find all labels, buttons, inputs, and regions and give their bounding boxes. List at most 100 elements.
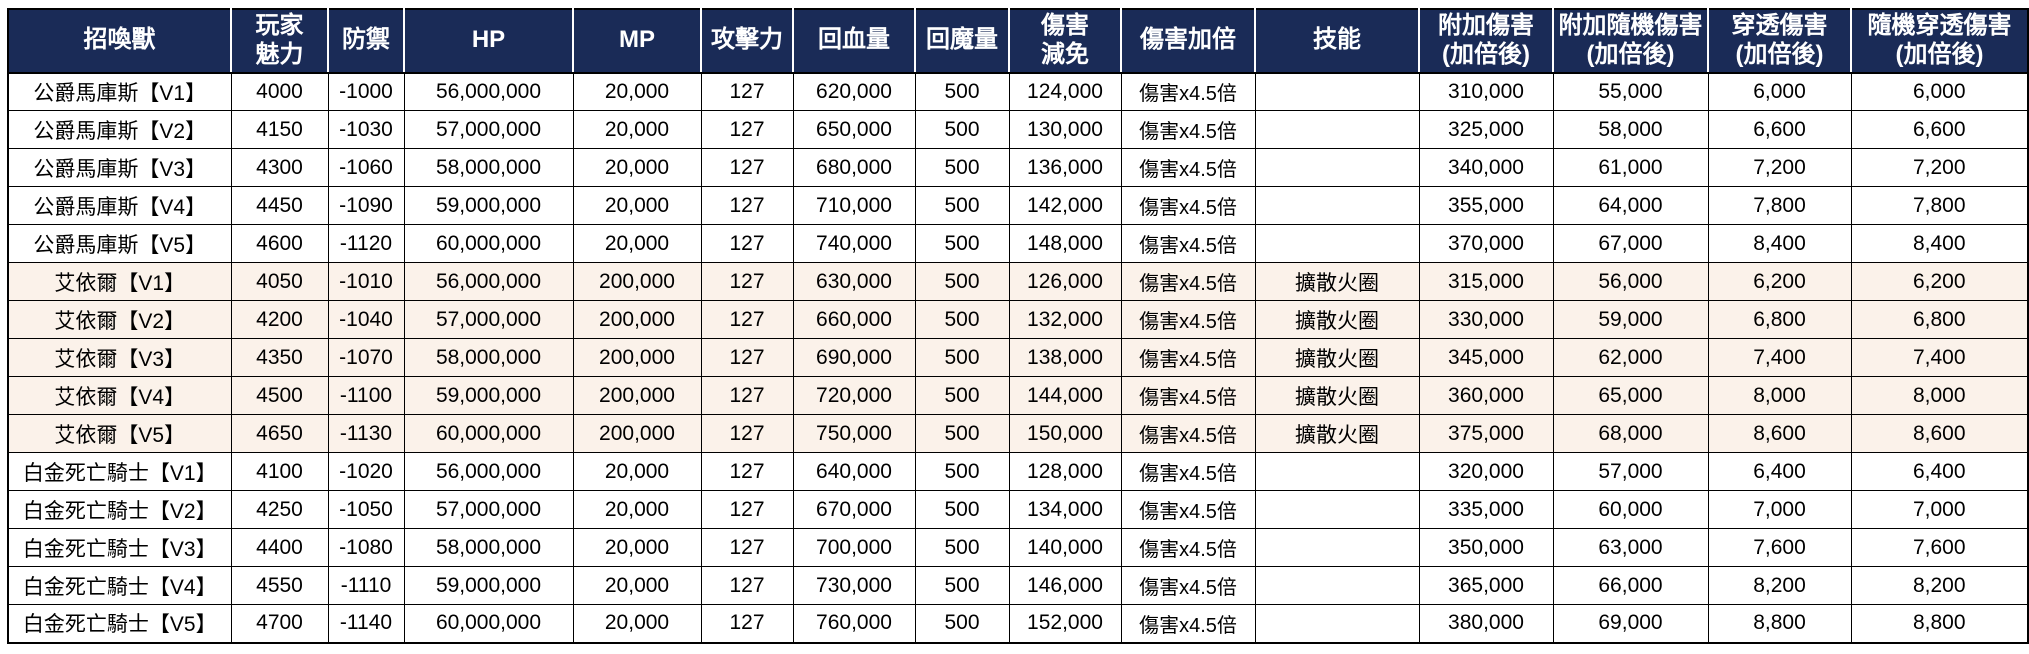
cell-attack: 127: [700, 338, 794, 378]
cell-damage_multiplier: 傷害x4.5倍: [1120, 604, 1256, 644]
cell-bonus_damage: 380,000: [1418, 604, 1554, 644]
cell-skill: [1254, 148, 1420, 188]
cell-random_pierce_damage: 6,200: [1850, 262, 2029, 302]
cell-name: 艾依爾【V1】: [7, 262, 232, 302]
cell-defense: -1060: [327, 148, 405, 188]
cell-hp: 60,000,000: [403, 604, 574, 644]
cell-mp: 20,000: [572, 604, 702, 644]
column-header-random_pierce_damage: 隨機穿透傷害 (加倍後): [1851, 9, 2029, 74]
cell-bonus_damage: 310,000: [1418, 72, 1554, 112]
cell-bonus_damage: 370,000: [1418, 224, 1554, 264]
cell-hp_recovery: 670,000: [792, 490, 916, 530]
cell-bonus_random_damage: 68,000: [1552, 414, 1709, 454]
cell-name: 艾依爾【V2】: [7, 300, 232, 340]
cell-bonus_damage: 365,000: [1418, 566, 1554, 606]
cell-name: 白金死亡騎士【V4】: [7, 566, 232, 606]
cell-damage_reduction: 148,000: [1008, 224, 1122, 264]
cell-hp_recovery: 650,000: [792, 110, 916, 150]
cell-pierce_damage: 8,600: [1707, 414, 1852, 454]
column-header-attack: 攻擊力: [701, 9, 794, 74]
cell-random_pierce_damage: 7,600: [1850, 528, 2029, 568]
cell-attack: 127: [700, 262, 794, 302]
cell-hp: 58,000,000: [403, 338, 574, 378]
cell-damage_reduction: 142,000: [1008, 186, 1122, 226]
cell-player_charm: 4000: [230, 72, 329, 112]
cell-hp_recovery: 750,000: [792, 414, 916, 454]
cell-damage_reduction: 134,000: [1008, 490, 1122, 530]
table-body: 公爵馬庫斯【V1】 4000 -1000 56,000,000 20,000 127 620…: [7, 72, 2029, 644]
cell-bonus_damage: 360,000: [1418, 376, 1554, 416]
cell-mp: 20,000: [572, 110, 702, 150]
cell-bonus_random_damage: 58,000: [1552, 110, 1709, 150]
cell-pierce_damage: 8,800: [1707, 604, 1852, 644]
cell-attack: 127: [700, 376, 794, 416]
cell-player_charm: 4250: [230, 490, 329, 530]
cell-hp: 59,000,000: [403, 566, 574, 606]
cell-skill: [1254, 186, 1420, 226]
cell-attack: 127: [700, 224, 794, 264]
column-header-hp_recovery: 回血量: [793, 9, 916, 74]
cell-hp: 60,000,000: [403, 224, 574, 264]
cell-defense: -1100: [327, 376, 405, 416]
cell-defense: -1000: [327, 72, 405, 112]
cell-mp_recovery: 500: [914, 490, 1010, 530]
cell-hp: 57,000,000: [403, 110, 574, 150]
cell-bonus_random_damage: 61,000: [1552, 148, 1709, 188]
cell-damage_multiplier: 傷害x4.5倍: [1120, 224, 1256, 264]
cell-hp_recovery: 680,000: [792, 148, 916, 188]
cell-hp_recovery: 740,000: [792, 224, 916, 264]
column-header-bonus_damage: 附加傷害 (加倍後): [1419, 9, 1554, 74]
cell-defense: -1130: [327, 414, 405, 454]
cell-hp_recovery: 630,000: [792, 262, 916, 302]
cell-hp_recovery: 660,000: [792, 300, 916, 340]
cell-name: 公爵馬庫斯【V4】: [7, 186, 232, 226]
cell-bonus_damage: 315,000: [1418, 262, 1554, 302]
cell-mp: 20,000: [572, 224, 702, 264]
cell-player_charm: 4200: [230, 300, 329, 340]
table-row: 白金死亡騎士【V4】 4550 -1110 59,000,000 20,000 127 73…: [7, 566, 2029, 606]
cell-pierce_damage: 6,000: [1707, 72, 1852, 112]
cell-hp_recovery: 760,000: [792, 604, 916, 644]
cell-skill: [1254, 604, 1420, 644]
cell-bonus_damage: 320,000: [1418, 452, 1554, 492]
table-row: 公爵馬庫斯【V1】 4000 -1000 56,000,000 20,000 127 620…: [7, 72, 2029, 112]
cell-name: 艾依爾【V3】: [7, 338, 232, 378]
cell-defense: -1070: [327, 338, 405, 378]
cell-damage_multiplier: 傷害x4.5倍: [1120, 490, 1256, 530]
cell-damage_reduction: 126,000: [1008, 262, 1122, 302]
cell-damage_reduction: 144,000: [1008, 376, 1122, 416]
summon-stats-table: 招喚獸 玩家 魅力 防禦 HP MP 攻擊力 回血量 回魔量 傷害 減免 傷害加倍 技能 附加傷害 (…: [7, 8, 2029, 644]
cell-name: 艾依爾【V5】: [7, 414, 232, 454]
cell-attack: 127: [700, 414, 794, 454]
cell-bonus_damage: 340,000: [1418, 148, 1554, 188]
table-row: 白金死亡騎士【V2】 4250 -1050 57,000,000 20,000 127 67…: [7, 490, 2029, 530]
cell-pierce_damage: 7,400: [1707, 338, 1852, 378]
cell-random_pierce_damage: 6,600: [1850, 110, 2029, 150]
cell-name: 艾依爾【V4】: [7, 376, 232, 416]
cell-pierce_damage: 7,800: [1707, 186, 1852, 226]
table-row: 白金死亡騎士【V1】 4100 -1020 56,000,000 20,000 127 64…: [7, 452, 2029, 492]
cell-pierce_damage: 8,400: [1707, 224, 1852, 264]
cell-bonus_damage: 330,000: [1418, 300, 1554, 340]
cell-name: 白金死亡騎士【V1】: [7, 452, 232, 492]
cell-skill: [1254, 452, 1420, 492]
column-header-mp_recovery: 回魔量: [915, 9, 1010, 74]
cell-name: 白金死亡騎士【V3】: [7, 528, 232, 568]
cell-damage_multiplier: 傷害x4.5倍: [1120, 110, 1256, 150]
column-header-skill: 技能: [1255, 9, 1420, 74]
cell-hp: 57,000,000: [403, 300, 574, 340]
cell-attack: 127: [700, 186, 794, 226]
cell-bonus_damage: 375,000: [1418, 414, 1554, 454]
cell-defense: -1110: [327, 566, 405, 606]
cell-player_charm: 4350: [230, 338, 329, 378]
cell-mp_recovery: 500: [914, 566, 1010, 606]
cell-attack: 127: [700, 490, 794, 530]
cell-pierce_damage: 6,800: [1707, 300, 1852, 340]
cell-player_charm: 4150: [230, 110, 329, 150]
cell-pierce_damage: 6,400: [1707, 452, 1852, 492]
cell-hp: 56,000,000: [403, 72, 574, 112]
cell-bonus_random_damage: 62,000: [1552, 338, 1709, 378]
cell-skill: [1254, 224, 1420, 264]
cell-skill: 擴散火圈: [1254, 300, 1420, 340]
cell-bonus_random_damage: 66,000: [1552, 566, 1709, 606]
